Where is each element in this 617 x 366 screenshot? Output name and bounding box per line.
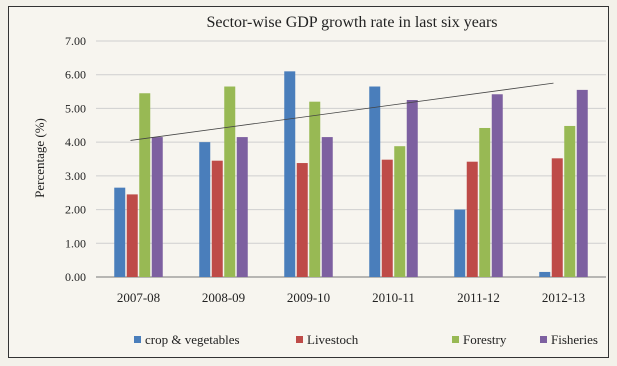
legend-swatch (296, 336, 303, 343)
legend-label: crop & vegetables (145, 332, 240, 347)
x-tick-label: 2009-10 (287, 290, 330, 305)
y-tick-label: 4.00 (65, 135, 86, 149)
bar (309, 101, 321, 277)
bar (211, 160, 223, 277)
bar (466, 161, 478, 277)
y-tick-label: 5.00 (65, 101, 86, 115)
bar (551, 158, 563, 277)
bar (321, 137, 333, 277)
legend-swatch (540, 336, 547, 343)
bar (114, 187, 126, 277)
bar (236, 137, 248, 277)
y-tick-label: 3.00 (65, 169, 86, 183)
x-tick-label: 2007-08 (117, 290, 160, 305)
y-tick-label: 2.00 (65, 203, 86, 217)
bar (539, 271, 551, 277)
legend-label: Livestoch (307, 332, 359, 347)
x-tick-label: 2010-11 (372, 290, 415, 305)
bar (454, 209, 466, 277)
x-tick-label: 2012-13 (542, 290, 585, 305)
legend-label: Forestry (463, 332, 507, 347)
bar (151, 137, 163, 277)
chart-title: Sector-wise GDP growth rate in last six … (206, 14, 497, 31)
x-tick-label: 2008-09 (202, 290, 245, 305)
bar (491, 94, 503, 277)
legend-swatch (134, 336, 141, 343)
x-tick-label: 2011-12 (457, 290, 500, 305)
y-tick-label: 0.00 (65, 270, 86, 284)
bar (381, 159, 393, 277)
bar (139, 93, 151, 277)
bar (369, 86, 381, 277)
bar (406, 100, 418, 277)
bar (394, 146, 406, 277)
y-tick-label: 1.00 (65, 236, 86, 250)
bar (284, 71, 296, 277)
bar (296, 163, 308, 277)
chart-frame (8, 6, 609, 358)
bar (199, 142, 211, 277)
y-axis-label: Percentage (%) (32, 118, 47, 198)
y-tick-label: 7.00 (65, 34, 86, 48)
trendline (130, 82, 554, 141)
legend-swatch (452, 336, 459, 343)
bar (564, 125, 576, 278)
y-tick-label: 6.00 (65, 68, 86, 82)
bar (479, 127, 491, 278)
bar (224, 86, 236, 277)
legend-label: Fisheries (551, 332, 598, 347)
bar (126, 194, 138, 277)
bar (576, 89, 588, 277)
